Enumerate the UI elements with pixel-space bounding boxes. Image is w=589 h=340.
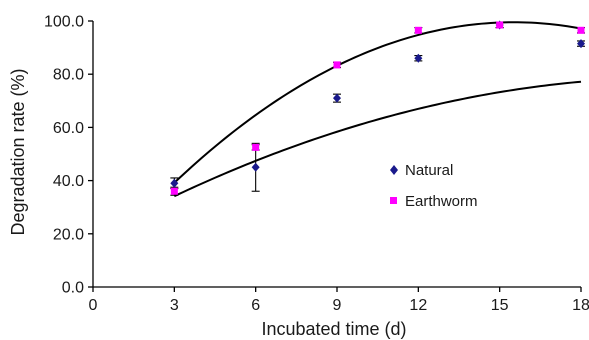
- data-point-earthworm: [577, 26, 585, 34]
- legend-item-earthworm: Earthworm: [390, 193, 478, 210]
- y-tick-label: 100.0: [44, 14, 84, 31]
- trendline-earthworm: [173, 21, 582, 184]
- data-point-earthworm: [333, 61, 341, 69]
- x-axis-ticks: 0 3 6 9 12 15 18: [89, 287, 589, 314]
- y-axis-title: Degradation rate (%): [8, 68, 28, 235]
- x-axis-title: Incubated time (d): [261, 319, 406, 339]
- y-tick-label: 80.0: [53, 67, 84, 84]
- trend-lines: [173, 21, 582, 198]
- y-tick-label: 0.0: [62, 280, 84, 297]
- legend-item-natural: Natural: [390, 162, 453, 179]
- data-point-earthworm: [414, 26, 422, 34]
- y-tick-label: 20.0: [53, 226, 84, 243]
- data-markers: [170, 20, 585, 195]
- x-tick-label: 3: [170, 297, 179, 314]
- x-tick-label: 9: [333, 297, 342, 314]
- x-tick-label: 12: [409, 297, 427, 314]
- x-tick-label: 0: [89, 297, 98, 314]
- x-tick-label: 6: [251, 297, 260, 314]
- data-point-natural: [333, 93, 341, 103]
- data-point-earthworm: [170, 187, 178, 195]
- plot-area: 0.0 20.0 40.0 60.0 80.0 100.0 0 3 6 9 12 15 18: [44, 14, 589, 315]
- y-axis-ticks: 0.0 20.0 40.0 60.0 80.0 100.0: [44, 14, 93, 297]
- trendline-natural: [173, 80, 582, 198]
- data-point-earthworm: [496, 21, 504, 29]
- data-point-natural: [170, 178, 179, 188]
- data-point-natural: [414, 53, 423, 63]
- legend-natural-label: Natural: [405, 162, 453, 179]
- legend: Natural Earthworm: [390, 162, 478, 210]
- legend-natural-marker-icon: [390, 165, 398, 175]
- data-point-natural: [577, 39, 585, 49]
- legend-earthworm-label: Earthworm: [405, 193, 478, 210]
- y-tick-label: 60.0: [53, 120, 84, 137]
- y-tick-label: 40.0: [53, 173, 84, 190]
- data-point-natural: [251, 162, 260, 172]
- x-tick-label: 15: [491, 297, 509, 314]
- legend-earthworm-marker-icon: [390, 197, 397, 204]
- data-point-earthworm: [252, 143, 260, 151]
- x-tick-label: 18: [572, 297, 589, 314]
